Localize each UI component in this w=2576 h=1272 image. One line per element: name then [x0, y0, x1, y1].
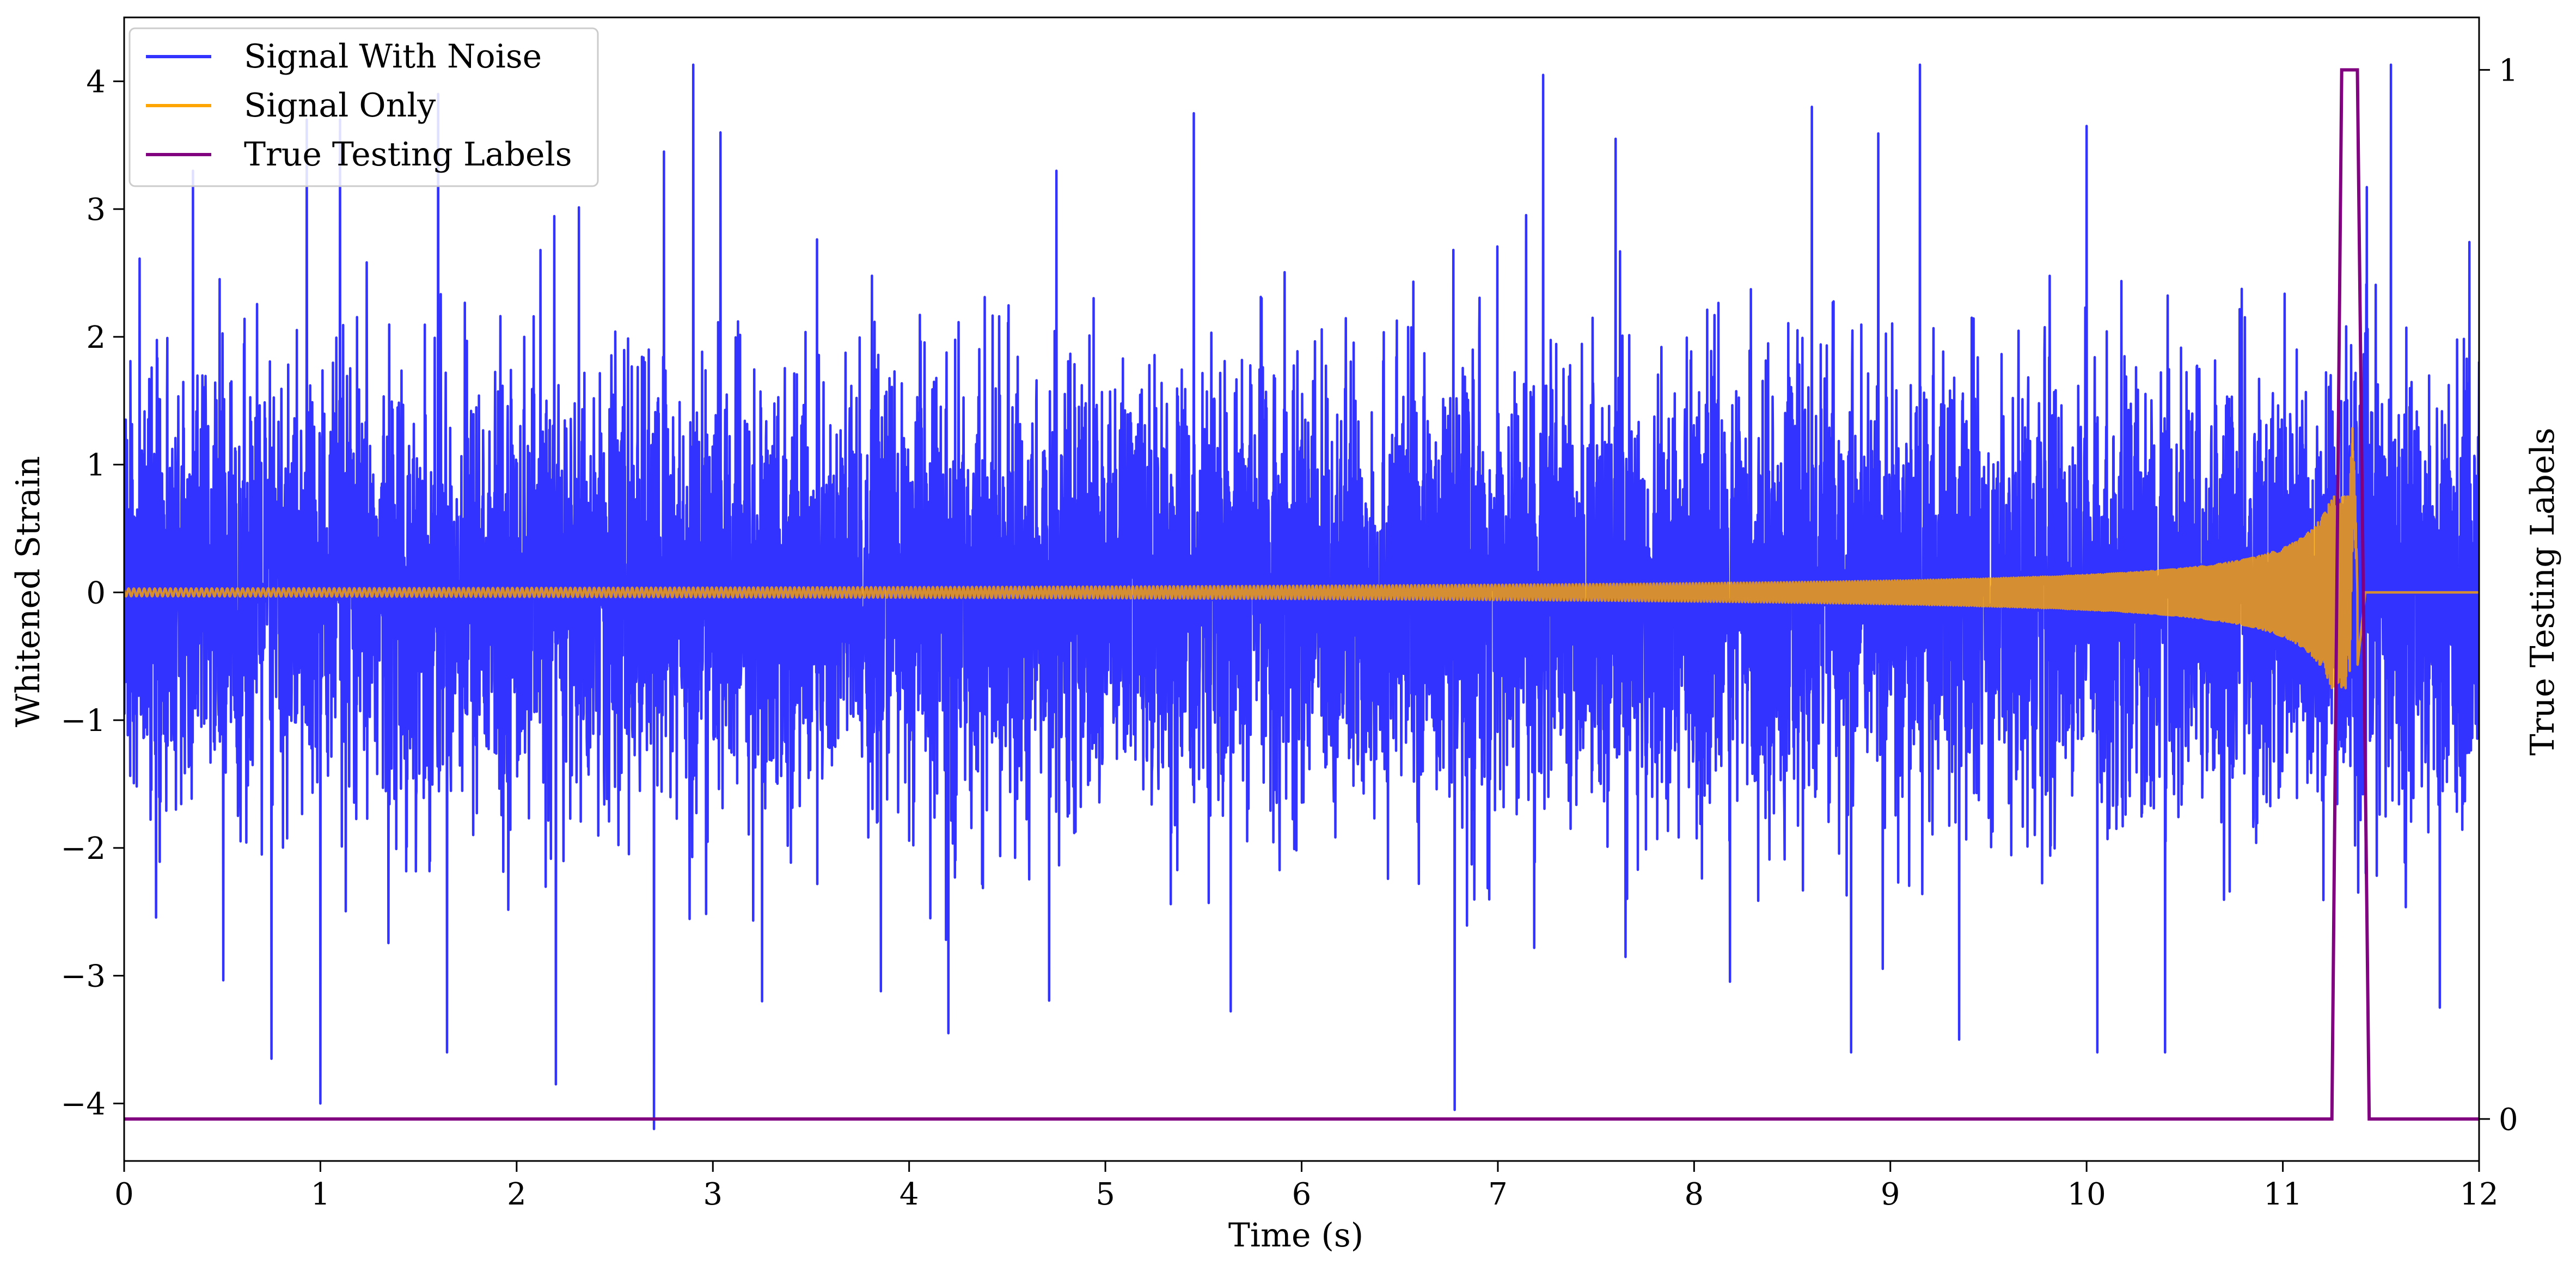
series-signal-only-line: [124, 427, 2479, 690]
x-axis-label: Time (s): [1228, 1216, 1363, 1255]
x-tick-label: 6: [1292, 1177, 1312, 1212]
x-tick-label: 4: [900, 1177, 919, 1212]
legend-true-testing-labels-label: True Testing Labels: [244, 136, 572, 174]
y-tick-label: 3: [86, 192, 106, 228]
x-tick-label: 11: [2263, 1177, 2302, 1212]
x-tick-label: 0: [114, 1177, 134, 1212]
y-axis-label: Whitened Strain: [9, 456, 47, 727]
legend-box: [129, 27, 599, 187]
y-tick-label: −3: [60, 959, 106, 994]
y-tick-label: 2: [86, 320, 106, 355]
x-tick-label: 1: [311, 1177, 331, 1212]
x-tick-label: 3: [703, 1177, 723, 1212]
x-tick-label: 2: [507, 1177, 527, 1212]
y-tick-label: 4: [86, 64, 106, 100]
x-tick-label: 12: [2459, 1177, 2498, 1212]
legend-signal-with-noise-label: Signal With Noise: [244, 38, 542, 76]
y-tick-label: 1: [86, 448, 106, 483]
y-tick-label: −4: [60, 1086, 106, 1122]
y2-axis-label: True Testing Labels: [2524, 428, 2562, 756]
y2-tick-label: 1: [2499, 53, 2518, 88]
plot-layer: [124, 63, 2479, 1130]
x-tick-label: 7: [1488, 1177, 1508, 1212]
x-tick-label: 5: [1096, 1177, 1115, 1212]
legend: Signal With Noise Signal Only True Testing…: [129, 27, 599, 187]
series-true-testing-labels-line: [124, 68, 2479, 1121]
y-tick-label: −2: [60, 831, 106, 867]
x-tick-label: 8: [1685, 1177, 1704, 1212]
y-tick-label: −1: [60, 703, 106, 739]
y2-tick-label: 0: [2499, 1102, 2518, 1138]
x-tick-label: 10: [2067, 1177, 2106, 1212]
legend-signal-only-label: Signal Only: [244, 87, 436, 125]
y-tick-label: 0: [86, 575, 106, 611]
x-tick-label: 9: [1881, 1177, 1900, 1212]
